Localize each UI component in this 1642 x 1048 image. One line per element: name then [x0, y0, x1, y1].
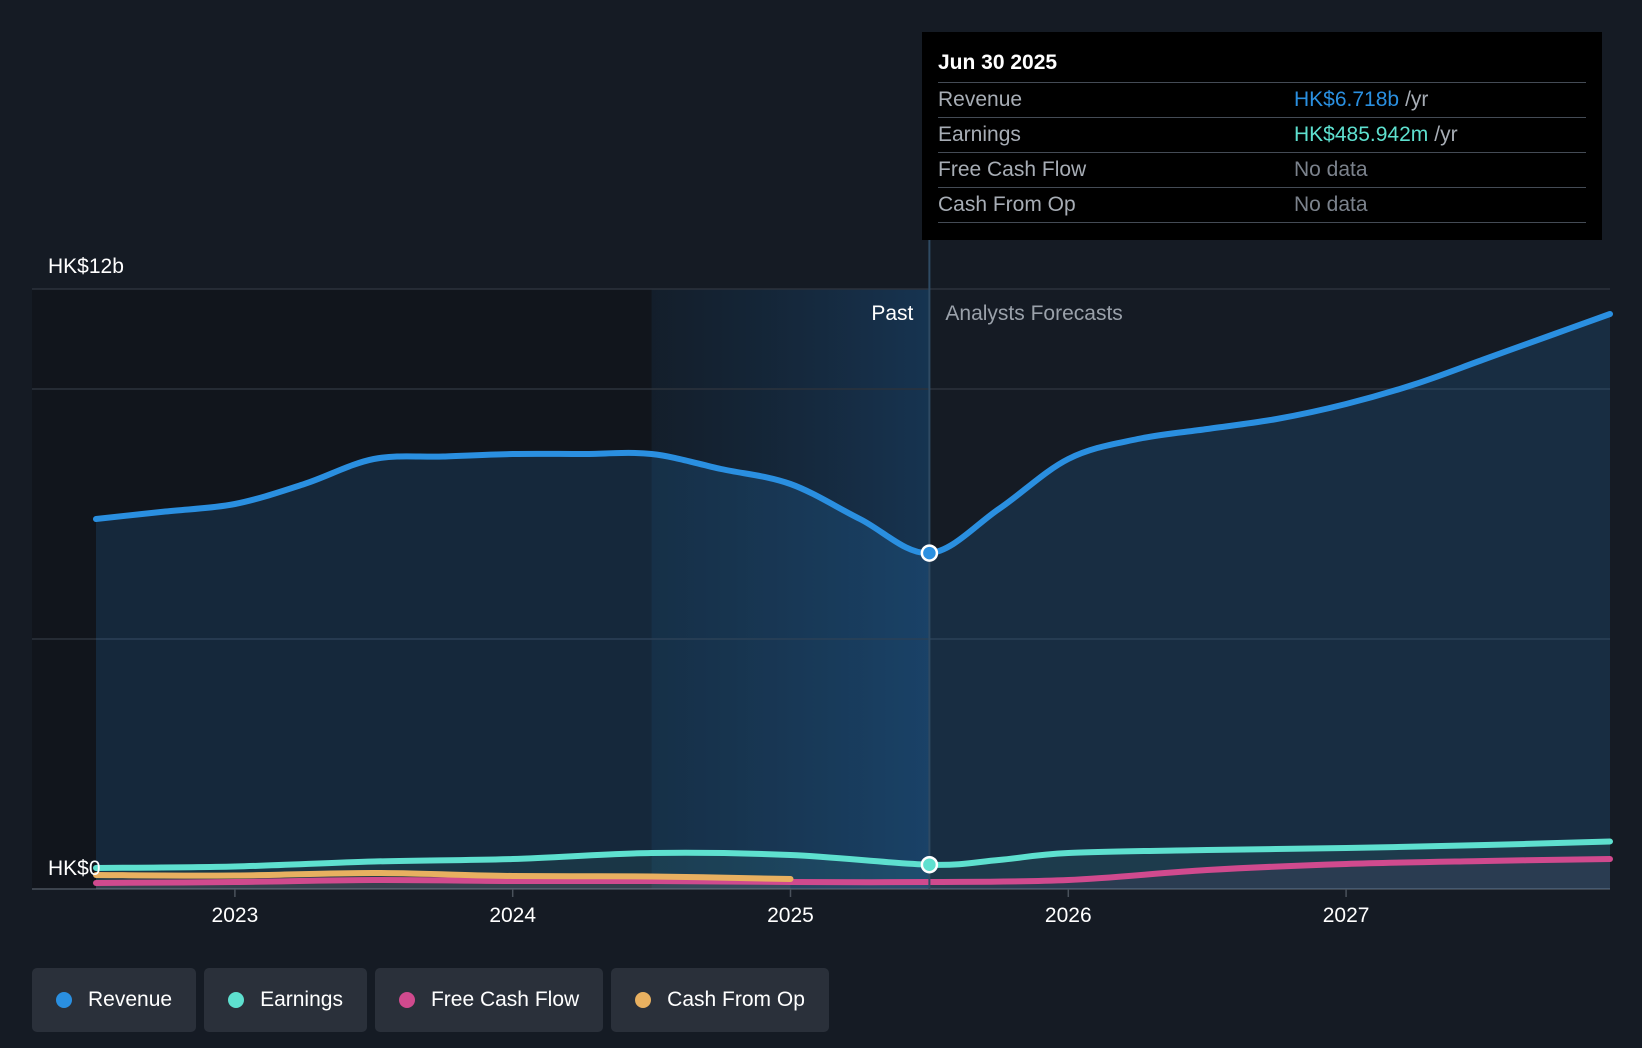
y-axis-ticks: HK$12b HK$0	[48, 255, 124, 880]
tooltip-row-cash-from-op: Cash From Op No data	[938, 188, 1586, 223]
series-lines	[93, 311, 1613, 886]
x-tick-label: 2023	[212, 904, 259, 927]
x-tick-label: 2027	[1323, 904, 1370, 927]
legend-dot-icon	[635, 992, 652, 1008]
legend-item-earnings[interactable]: Earnings	[204, 968, 367, 1032]
legend-dot-icon	[398, 992, 415, 1008]
tooltip-value-text: No data	[1294, 193, 1368, 216]
tooltip-value: HK$6.718b/yr	[1294, 83, 1428, 117]
legend-dot-icon	[56, 992, 72, 1008]
tooltip-value: No data	[1294, 188, 1368, 222]
tooltip-value: HK$485.942m/yr	[1294, 118, 1458, 152]
legend-label: Revenue	[88, 988, 173, 1011]
tooltip-row-free-cash-flow: Free Cash Flow No data	[938, 153, 1586, 188]
revenue-line	[93, 311, 1613, 557]
tooltip-date: Jun 30 2025	[938, 46, 1586, 83]
cash-from-op-line	[93, 869, 794, 882]
legend-item-free-cash-flow[interactable]: Free Cash Flow	[374, 968, 604, 1032]
gridlines	[32, 288, 1610, 890]
y-tick-label: HK$0	[48, 857, 101, 880]
tooltip-row-earnings: Earnings HK$485.942m/yr	[938, 118, 1586, 153]
tooltip-value-text: HK$6.718b	[1294, 88, 1400, 111]
forecast-region-label: Analysts Forecasts	[945, 302, 1122, 325]
tooltip-unit: /yr	[1405, 88, 1429, 111]
x-tick-label: 2025	[767, 904, 814, 927]
tooltip-unit: /yr	[1434, 123, 1458, 146]
revenue-marker	[920, 544, 939, 562]
highlight-markers	[920, 544, 939, 874]
tooltip-value: No data	[1294, 153, 1368, 187]
earnings-line	[93, 838, 1613, 871]
tooltip-label: Earnings	[938, 123, 1021, 146]
tooltip-value-text: No data	[1294, 158, 1368, 181]
tooltip-label: Revenue	[938, 88, 1023, 111]
earnings-marker	[920, 855, 939, 874]
legend-item-revenue[interactable]: Revenue	[32, 968, 197, 1032]
legend-item-cash-from-op[interactable]: Cash From Op	[611, 968, 829, 1032]
tooltip-value-text: HK$485.942m	[1294, 123, 1429, 146]
legend-dot-icon	[228, 992, 245, 1008]
y-tick-label: HK$12b	[48, 255, 124, 278]
free-cash-flow-line	[93, 856, 1613, 886]
tooltip-label: Free Cash Flow	[938, 158, 1087, 181]
x-tick-label: 2026	[1045, 904, 1092, 927]
data-tooltip: Jun 30 2025 Revenue HK$6.718b/yr Earning…	[922, 32, 1602, 240]
legend-label: Free Cash Flow	[430, 988, 580, 1011]
tooltip-label: Cash From Op	[938, 193, 1076, 216]
x-axis-ticks: 2023 2024 2025 2026 2027	[212, 889, 1370, 927]
past-region-label: Past	[871, 302, 913, 325]
x-tick-label: 2024	[489, 904, 536, 927]
legend-label: Cash From Op	[667, 988, 805, 1011]
chart-legend: Revenue Earnings Free Cash Flow Cash Fro…	[32, 968, 829, 1032]
legend-label: Earnings	[260, 988, 343, 1011]
tooltip-row-revenue: Revenue HK$6.718b/yr	[938, 83, 1586, 118]
